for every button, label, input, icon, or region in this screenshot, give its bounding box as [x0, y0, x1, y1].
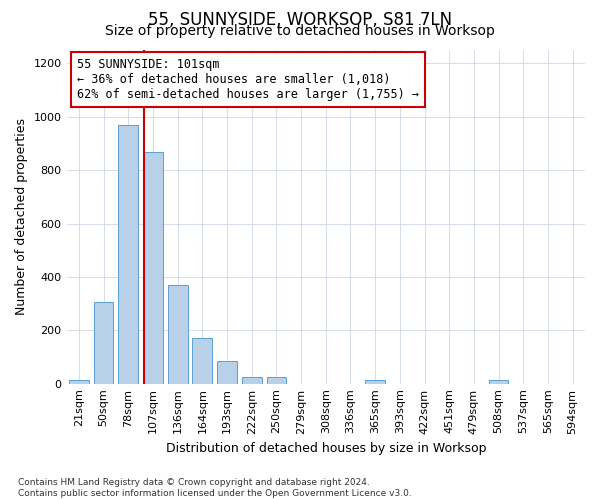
Bar	[118, 124, 138, 384]
Bar	[242, 377, 262, 384]
Text: Size of property relative to detached houses in Worksop: Size of property relative to detached ho…	[105, 24, 495, 38]
Bar	[365, 380, 385, 384]
Bar	[94, 302, 113, 384]
Bar	[193, 338, 212, 384]
Bar	[143, 152, 163, 384]
Bar	[69, 380, 89, 384]
Bar	[266, 377, 286, 384]
Text: 55 SUNNYSIDE: 101sqm
← 36% of detached houses are smaller (1,018)
62% of semi-de: 55 SUNNYSIDE: 101sqm ← 36% of detached h…	[77, 58, 419, 102]
Bar	[168, 285, 188, 384]
X-axis label: Distribution of detached houses by size in Worksop: Distribution of detached houses by size …	[166, 442, 486, 455]
Bar	[217, 361, 237, 384]
Y-axis label: Number of detached properties: Number of detached properties	[15, 118, 28, 316]
Bar	[489, 380, 508, 384]
Text: Contains HM Land Registry data © Crown copyright and database right 2024.
Contai: Contains HM Land Registry data © Crown c…	[18, 478, 412, 498]
Text: 55, SUNNYSIDE, WORKSOP, S81 7LN: 55, SUNNYSIDE, WORKSOP, S81 7LN	[148, 11, 452, 29]
